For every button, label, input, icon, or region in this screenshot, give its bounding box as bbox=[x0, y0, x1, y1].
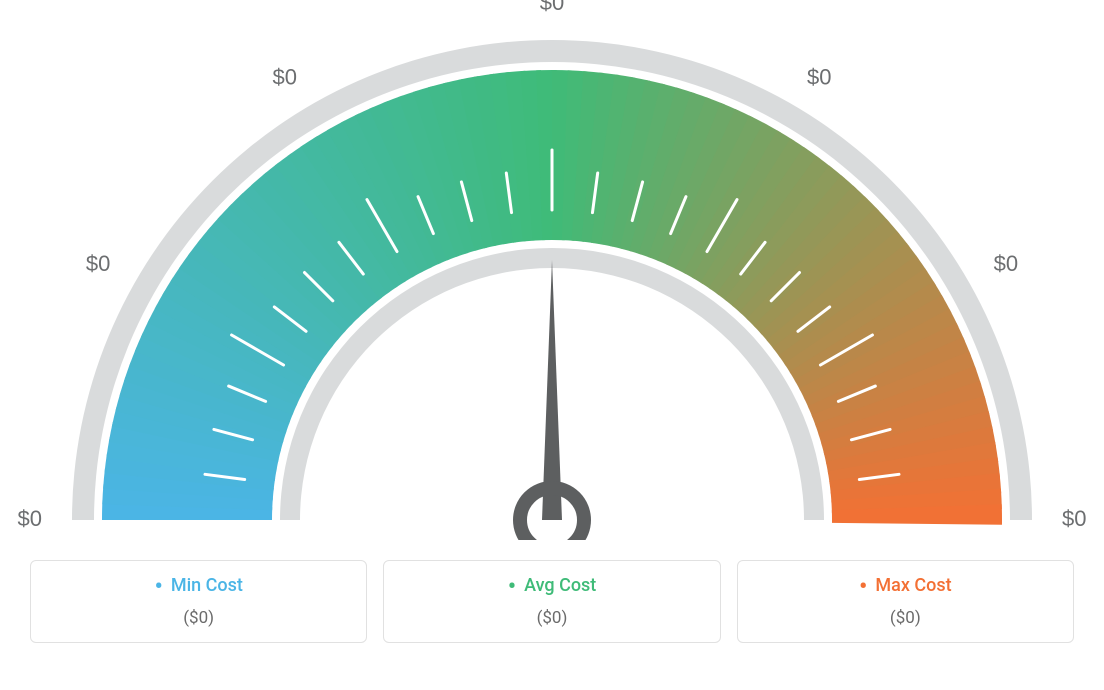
gauge-chart: $0 $0 $0 $0 $0 $0 $0 bbox=[0, 0, 1104, 540]
svg-text:$0: $0 bbox=[994, 251, 1018, 276]
legend-value-max: ($0) bbox=[748, 608, 1063, 628]
svg-text:$0: $0 bbox=[86, 251, 110, 276]
legend-label-max: Max Cost bbox=[859, 575, 952, 596]
gauge-svg: $0 $0 $0 $0 $0 $0 $0 bbox=[0, 0, 1104, 540]
svg-text:$0: $0 bbox=[807, 64, 831, 89]
svg-text:$0: $0 bbox=[273, 64, 297, 89]
svg-text:$0: $0 bbox=[1062, 506, 1086, 531]
svg-text:$0: $0 bbox=[540, 0, 564, 15]
legend-row: Min Cost ($0) Avg Cost ($0) Max Cost ($0… bbox=[0, 540, 1104, 643]
legend-card-avg: Avg Cost ($0) bbox=[383, 560, 720, 643]
legend-label-min: Min Cost bbox=[154, 575, 242, 596]
legend-value-avg: ($0) bbox=[394, 608, 709, 628]
svg-text:$0: $0 bbox=[18, 506, 42, 531]
legend-value-min: ($0) bbox=[41, 608, 356, 628]
legend-card-max: Max Cost ($0) bbox=[737, 560, 1074, 643]
legend-label-avg: Avg Cost bbox=[508, 575, 597, 596]
legend-card-min: Min Cost ($0) bbox=[30, 560, 367, 643]
